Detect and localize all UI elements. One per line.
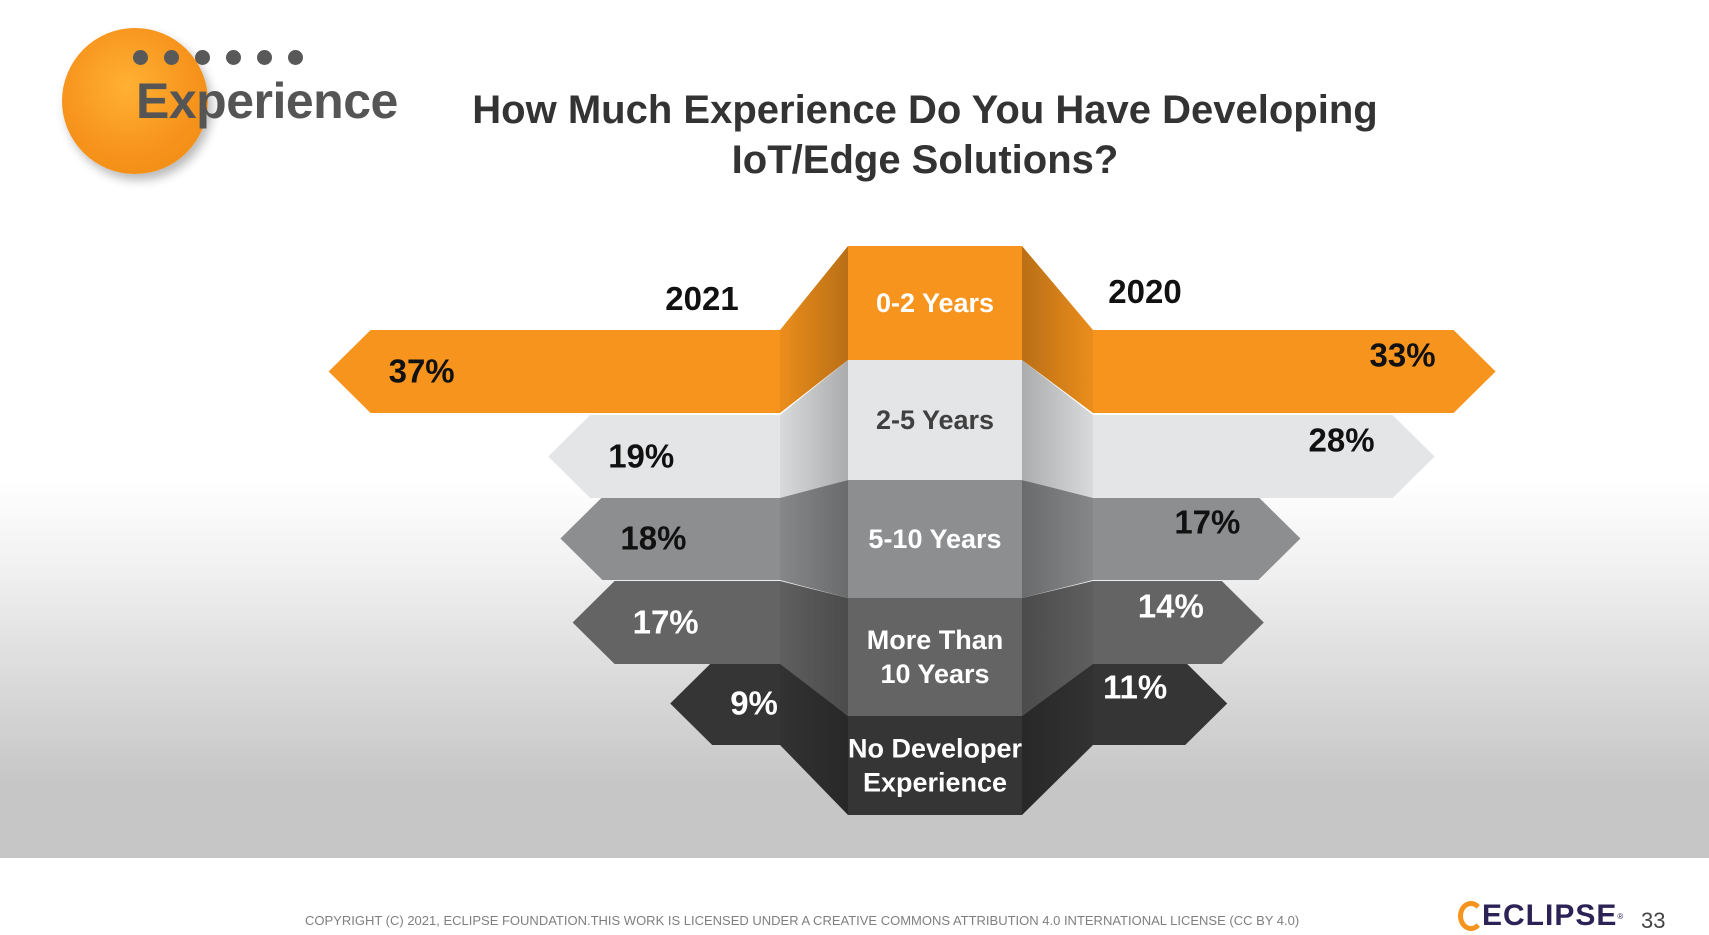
footer-background bbox=[0, 858, 1709, 935]
footer-copyright: COPYRIGHT (C) 2021, ECLIPSE FOUNDATION.T… bbox=[305, 913, 1300, 928]
bar-2021-1 bbox=[548, 415, 780, 498]
bar-2021-3 bbox=[572, 581, 780, 664]
bar-2021-2 bbox=[560, 497, 780, 580]
fold-left-4 bbox=[780, 662, 848, 815]
value-label-2021-0: 37% bbox=[389, 353, 455, 390]
category-label-line: 10 Years bbox=[880, 659, 989, 689]
category-label-line: 5-10 Years bbox=[868, 524, 1001, 554]
value-label-2020-0: 33% bbox=[1370, 337, 1436, 374]
category-label-0: 0-2 Years bbox=[876, 288, 994, 318]
dot bbox=[164, 50, 179, 65]
category-label-3: More Than 10 Years bbox=[867, 625, 1004, 689]
category-label-1: 2-5 Years bbox=[876, 405, 994, 435]
bar-2020-1 bbox=[1093, 415, 1435, 498]
category-panel-2 bbox=[848, 480, 1022, 598]
value-label-2020-1: 28% bbox=[1309, 422, 1375, 459]
fold-right-2 bbox=[1022, 480, 1093, 598]
category-panel-3 bbox=[848, 598, 1022, 716]
bar-2020-0 bbox=[1093, 330, 1496, 413]
fold-left-1 bbox=[780, 360, 848, 498]
chart-title-line-1: How Much Experience Do You Have Developi… bbox=[472, 88, 1378, 132]
fold-right-3 bbox=[1022, 581, 1093, 716]
value-label-2021-2: 18% bbox=[620, 520, 686, 557]
trademark-icon: ® bbox=[1617, 911, 1624, 921]
bar-2021-4 bbox=[670, 662, 780, 745]
logo-text: ECLIPSE bbox=[1482, 899, 1618, 932]
dot bbox=[257, 50, 272, 65]
category-label-line: No Developer bbox=[848, 734, 1023, 764]
chart-title-line-2: IoT/Edge Solutions? bbox=[731, 138, 1119, 182]
category-panel-4 bbox=[848, 716, 1022, 815]
fold-right-0 bbox=[1022, 246, 1093, 413]
dot bbox=[133, 50, 148, 65]
value-label-2020-4: 11% bbox=[1103, 669, 1167, 706]
eclipse-logo: ECLIPSE ® bbox=[1458, 898, 1623, 934]
category-label-4: No Developer Experience bbox=[848, 734, 1023, 798]
fold-right-1 bbox=[1022, 360, 1093, 498]
series-label-2020: 2020 bbox=[1108, 273, 1181, 310]
category-label-line: 0-2 Years bbox=[876, 288, 994, 318]
fold-left-0 bbox=[780, 246, 848, 413]
section-title: Experience bbox=[136, 73, 398, 129]
bar-2021-0 bbox=[328, 330, 780, 413]
value-label-2021-3: 17% bbox=[633, 604, 699, 641]
dot bbox=[195, 50, 210, 65]
bar-2020-2 bbox=[1093, 497, 1301, 580]
value-label-2020-2: 17% bbox=[1174, 504, 1240, 541]
series-label-2021: 2021 bbox=[665, 280, 738, 317]
dot bbox=[288, 50, 303, 65]
value-label-2020-3: 14% bbox=[1138, 588, 1204, 625]
category-panel-1 bbox=[848, 360, 1022, 480]
bar-2020-3 bbox=[1093, 581, 1264, 664]
category-label-line: More Than bbox=[867, 625, 1004, 655]
fold-right-4 bbox=[1022, 662, 1093, 815]
category-label-line: 2-5 Years bbox=[876, 405, 994, 435]
value-label-2021-4: 9% bbox=[730, 685, 778, 722]
value-label-2021-1: 19% bbox=[608, 438, 674, 475]
dot bbox=[226, 50, 241, 65]
page-number: 33 bbox=[1641, 908, 1666, 933]
fold-left-2 bbox=[780, 480, 848, 598]
category-label-line: Experience bbox=[863, 768, 1007, 798]
category-panel-0 bbox=[848, 246, 1022, 360]
bar-2020-4 bbox=[1093, 662, 1228, 745]
progress-dots bbox=[133, 50, 303, 65]
chart-title: How Much Experience Do You Have Developi… bbox=[440, 85, 1410, 185]
fold-left-3 bbox=[780, 581, 848, 716]
category-label-2: 5-10 Years bbox=[868, 524, 1001, 554]
eclipse-arc-icon bbox=[1458, 901, 1484, 931]
experience-chart: 0-2 Years 2-5 Years 5-10 Years More Than 10 … bbox=[328, 246, 1496, 815]
